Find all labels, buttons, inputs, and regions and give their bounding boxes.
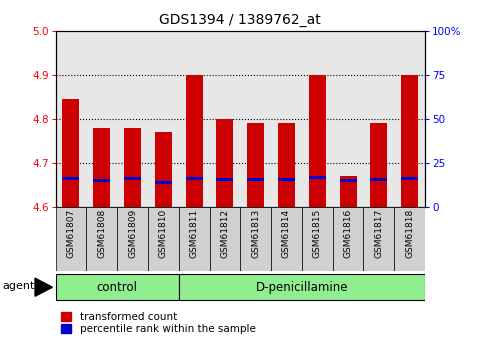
Bar bbox=[210, 207, 240, 271]
Bar bbox=[210, 31, 240, 207]
Bar bbox=[124, 177, 141, 180]
Bar bbox=[62, 177, 79, 180]
Bar bbox=[247, 124, 264, 207]
Bar bbox=[62, 99, 79, 207]
Bar bbox=[179, 31, 210, 207]
Legend: transformed count, percentile rank within the sample: transformed count, percentile rank withi… bbox=[61, 312, 256, 334]
Bar bbox=[278, 178, 295, 181]
Bar bbox=[93, 179, 110, 182]
Bar bbox=[370, 178, 387, 181]
Text: GSM61809: GSM61809 bbox=[128, 209, 137, 258]
Bar bbox=[179, 274, 425, 300]
Bar bbox=[247, 178, 264, 181]
Bar bbox=[333, 31, 364, 207]
Bar bbox=[216, 119, 233, 207]
Bar bbox=[333, 207, 364, 271]
Bar bbox=[394, 207, 425, 271]
Text: GSM61807: GSM61807 bbox=[67, 209, 75, 258]
Text: agent: agent bbox=[2, 281, 35, 291]
Bar bbox=[117, 207, 148, 271]
Bar bbox=[278, 124, 295, 207]
Bar bbox=[240, 31, 271, 207]
Text: GSM61810: GSM61810 bbox=[159, 209, 168, 258]
Bar bbox=[56, 207, 86, 271]
Text: GSM61814: GSM61814 bbox=[282, 209, 291, 258]
Bar bbox=[117, 31, 148, 207]
Bar bbox=[148, 207, 179, 271]
Bar bbox=[340, 176, 356, 207]
Bar bbox=[86, 31, 117, 207]
Polygon shape bbox=[35, 278, 53, 296]
Bar bbox=[370, 124, 387, 207]
Bar bbox=[216, 178, 233, 181]
Text: GSM61816: GSM61816 bbox=[343, 209, 353, 258]
Bar bbox=[309, 176, 326, 179]
Text: GSM61815: GSM61815 bbox=[313, 209, 322, 258]
Bar bbox=[185, 177, 202, 180]
Bar bbox=[401, 75, 418, 207]
Bar bbox=[309, 75, 326, 207]
Bar bbox=[364, 207, 394, 271]
Text: GSM61818: GSM61818 bbox=[405, 209, 414, 258]
Text: GSM61817: GSM61817 bbox=[374, 209, 384, 258]
Bar bbox=[124, 128, 141, 207]
Bar bbox=[302, 31, 333, 207]
Text: GSM61808: GSM61808 bbox=[97, 209, 106, 258]
Bar bbox=[56, 274, 179, 300]
Bar bbox=[271, 31, 302, 207]
Text: GSM61811: GSM61811 bbox=[190, 209, 199, 258]
Bar bbox=[155, 181, 172, 184]
Text: GSM61813: GSM61813 bbox=[251, 209, 260, 258]
Text: D-penicillamine: D-penicillamine bbox=[256, 281, 348, 294]
Bar bbox=[155, 132, 172, 207]
Bar bbox=[271, 207, 302, 271]
Text: control: control bbox=[97, 281, 138, 294]
Bar bbox=[394, 31, 425, 207]
Bar bbox=[93, 128, 110, 207]
Bar bbox=[240, 207, 271, 271]
Text: GSM61812: GSM61812 bbox=[220, 209, 229, 258]
Bar bbox=[401, 177, 418, 180]
Title: GDS1394 / 1389762_at: GDS1394 / 1389762_at bbox=[159, 13, 321, 27]
Bar bbox=[179, 207, 210, 271]
Bar bbox=[364, 31, 394, 207]
Bar bbox=[56, 31, 86, 207]
Bar bbox=[148, 31, 179, 207]
Bar bbox=[302, 207, 333, 271]
Bar bbox=[185, 75, 202, 207]
Bar bbox=[340, 179, 356, 182]
Bar bbox=[86, 207, 117, 271]
